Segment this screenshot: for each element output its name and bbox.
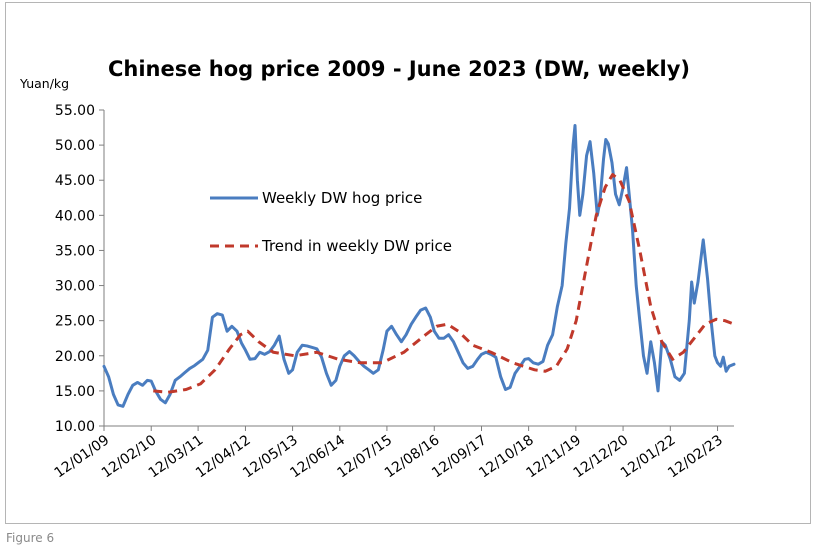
y-tick-label: 30.00 — [55, 279, 95, 295]
legend: Weekly DW hog price Trend in weekly DW pr… — [210, 189, 452, 255]
y-axis-label: Yuan/kg — [19, 76, 69, 91]
y-tick-label: 50.00 — [55, 138, 95, 154]
y-tick-label: 35.00 — [55, 243, 95, 259]
y-tick-label: 55.00 — [55, 103, 95, 119]
chart-title: Chinese hog price 2009 - June 2023 (DW, … — [108, 57, 690, 81]
chart-frame: Chinese hog price 2009 - June 2023 (DW, … — [5, 2, 811, 524]
y-tick-label: 15.00 — [55, 384, 95, 400]
legend-label: Weekly DW hog price — [262, 189, 422, 207]
y-tick-label: 40.00 — [55, 208, 95, 224]
plot-area: 10.00 15.00 20.00 25.00 30.00 35.00 40.00 45.00… — [52, 103, 736, 481]
series-line-weekly-dw-price — [102, 123, 736, 408]
line-chart: Chinese hog price 2009 - June 2023 (DW, … — [19, 57, 736, 481]
y-tick-label: 45.00 — [55, 173, 95, 189]
legend-label: Trend in weekly DW price — [261, 237, 452, 255]
y-tick-label: 25.00 — [55, 314, 95, 330]
figure-caption: Figure 6 — [6, 531, 55, 545]
series-line-trend — [153, 173, 735, 394]
y-tick-label: 10.00 — [55, 419, 95, 435]
y-tick-label: 20.00 — [55, 349, 95, 365]
